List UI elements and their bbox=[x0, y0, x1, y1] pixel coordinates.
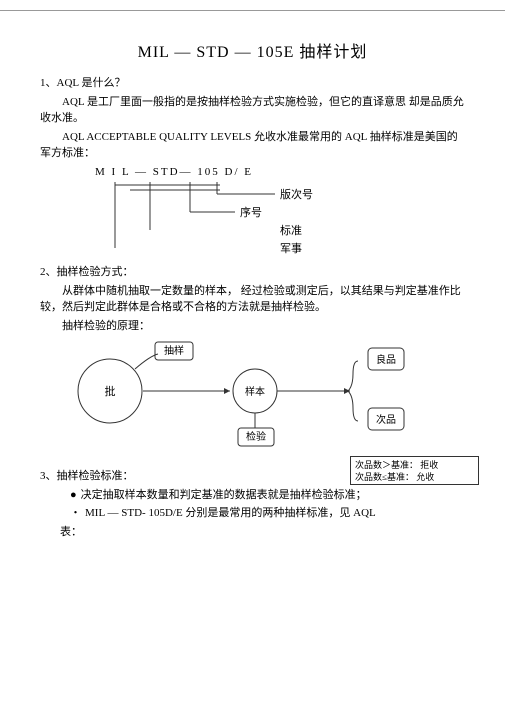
page-title: MIL — STD — 105E 抽样计划 bbox=[40, 41, 465, 65]
section-1-para-1: AQL 是工厂里面一般指的是按抽样检验方式实施检验，但它的直译意思 却是品质允收… bbox=[40, 94, 465, 127]
good-label: 良品 bbox=[376, 353, 396, 366]
sample-label: 样本 bbox=[245, 385, 265, 398]
footnote-box: 次品数＞基准： 拒收 次品数≤基准： 允收 bbox=[350, 456, 490, 488]
mil-std-code: M I L — STD— 105 D/ E bbox=[95, 164, 465, 181]
section-3-bullet-2b: 表： bbox=[60, 524, 465, 541]
lot-label: 批 bbox=[105, 384, 116, 398]
flow-diagram: 批 抽样 样本 检验 良品 次品 bbox=[40, 336, 470, 466]
footnote-line-2: 次品数≤基准： 允收 bbox=[355, 471, 434, 482]
section-2-para-2: 抽样检验的原理： bbox=[40, 318, 465, 335]
section-3-bullet-1: 决定抽取样本数量和判定基准的数据表就是抽样检验标准； bbox=[70, 487, 465, 504]
section-2-heading: 2、抽样检验方式： bbox=[40, 264, 465, 281]
sampling-label: 抽样 bbox=[164, 344, 184, 357]
bracket-label-military: 军事 bbox=[280, 242, 302, 255]
section-3-bullet-2: MIL — STD- 105D/E 分别是最常用的两种抽样标准，见 AQL bbox=[70, 505, 465, 522]
inspect-label: 检验 bbox=[246, 430, 266, 443]
bracket-label-version: 版次号 bbox=[280, 187, 313, 201]
bracket-label-seq: 序号 bbox=[240, 205, 262, 219]
bracket-diagram: 版次号 序号 标准 军事 bbox=[40, 182, 460, 262]
bad-label: 次品 bbox=[376, 413, 396, 426]
bracket-label-std: 标准 bbox=[280, 223, 302, 237]
section-1-para-2: AQL ACCEPTABLE QUALITY LEVELS 允收水准最常用的 A… bbox=[40, 129, 465, 162]
footnote-line-1: 次品数＞基准： 拒收 bbox=[355, 459, 438, 470]
section-1-heading: 1、AQL 是什么？ bbox=[40, 75, 465, 92]
section-2-para-1: 从群体中随机抽取一定数量的样本， 经过检验或测定后，以其结果与判定基准作比较，然… bbox=[40, 283, 465, 316]
